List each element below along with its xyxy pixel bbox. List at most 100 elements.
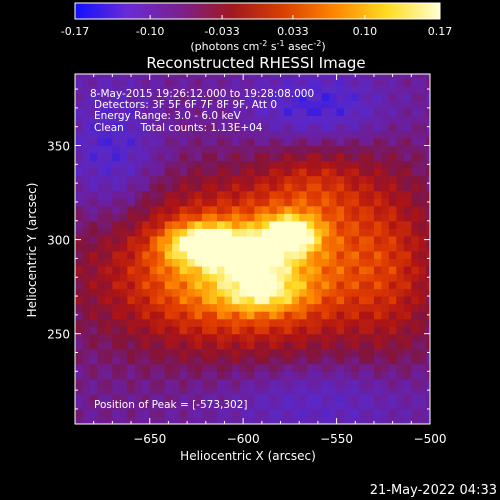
heatmap-pixel	[194, 183, 203, 192]
heatmap-pixel	[75, 168, 84, 177]
heatmap-pixel	[351, 378, 360, 387]
heatmap-pixel	[231, 213, 241, 222]
heatmap-pixel	[314, 190, 323, 199]
heatmap-pixel	[127, 378, 136, 387]
heatmap-pixel	[127, 183, 136, 192]
heatmap-pixel	[403, 220, 412, 229]
heatmap-pixel	[306, 243, 315, 252]
heatmap-pixel	[127, 288, 136, 297]
heatmap-pixel	[246, 280, 255, 290]
heatmap-pixel	[104, 235, 113, 244]
heatmap-pixel	[418, 92, 427, 101]
heatmap-pixel	[209, 175, 218, 184]
heatmap-pixel	[134, 74, 143, 79]
heatmap-pixel	[359, 416, 368, 424]
heatmap-pixel	[426, 326, 430, 335]
heatmap-pixel	[366, 235, 375, 244]
heatmap-pixel	[112, 386, 121, 395]
heatmap-pixel	[336, 198, 345, 207]
heatmap-pixel	[142, 228, 151, 237]
heatmap-pixel	[261, 92, 270, 101]
heatmap-pixel	[344, 356, 353, 365]
heatmap-pixel	[254, 168, 263, 177]
colorbar-tick-label: 0.10	[353, 25, 378, 38]
heatmap-pixel	[381, 130, 390, 139]
heatmap-pixel	[172, 220, 181, 229]
heatmap-pixel	[359, 235, 368, 244]
heatmap-pixel	[426, 107, 430, 116]
heatmap-pixel	[411, 183, 420, 192]
heatmap-pixel	[82, 115, 91, 124]
heatmap-pixel	[359, 318, 368, 327]
heatmap-pixel	[411, 250, 420, 260]
heatmap-pixel	[299, 235, 308, 244]
heatmap-pixel	[224, 85, 233, 94]
heatmap-pixel	[269, 265, 278, 275]
heatmap-pixel	[164, 280, 173, 290]
heatmap-pixel	[284, 183, 293, 192]
heatmap-pixel	[329, 326, 338, 335]
heatmap-pixel	[239, 296, 248, 305]
heatmap-pixel	[336, 371, 345, 380]
heatmap-pixel	[373, 393, 383, 403]
heatmap-pixel	[321, 228, 330, 237]
heatmap-pixel	[373, 326, 383, 335]
heatmap-pixel	[314, 220, 323, 229]
heatmap-pixel	[344, 74, 353, 79]
heatmap-pixel	[366, 115, 375, 124]
heatmap-pixel	[217, 183, 226, 192]
heatmap-pixel	[388, 168, 397, 177]
heatmap-pixel	[89, 318, 99, 327]
heatmap-pixel	[269, 145, 278, 154]
heatmap-pixel	[336, 130, 345, 139]
heatmap-pixel	[329, 408, 338, 418]
heatmap-pixel	[194, 122, 203, 132]
heatmap-pixel	[388, 198, 397, 207]
heatmap-pixel	[157, 213, 166, 222]
heatmap-pixel	[149, 356, 158, 365]
heatmap-pixel	[351, 416, 360, 424]
heatmap-pixel	[344, 280, 353, 290]
colorbar-tick-label: -0.10	[136, 25, 164, 38]
heatmap-pixel	[359, 250, 368, 260]
heatmap-pixel	[329, 401, 338, 410]
heatmap-pixel	[426, 258, 430, 267]
heatmap-pixel	[366, 401, 375, 410]
heatmap-pixel	[179, 198, 188, 207]
heatmap-pixel	[239, 280, 248, 290]
heatmap-pixel	[164, 213, 173, 222]
heatmap-pixel	[291, 213, 300, 222]
heatmap-pixel	[411, 85, 420, 94]
colorbar-tick-label: -0.17	[61, 25, 89, 38]
heatmap-pixel	[134, 122, 143, 132]
heatmap-pixel	[321, 371, 330, 380]
heatmap-pixel	[396, 213, 405, 222]
heatmap-pixel	[344, 92, 353, 101]
heatmap-pixel	[202, 85, 211, 94]
heatmap-pixel	[396, 77, 405, 86]
heatmap-pixel	[194, 85, 203, 94]
heatmap-pixel	[134, 356, 143, 365]
heatmap-pixel	[239, 168, 248, 177]
heatmap-pixel	[284, 107, 293, 116]
heatmap-pixel	[351, 115, 360, 124]
heatmap-pixel	[209, 74, 218, 79]
heatmap-pixel	[321, 220, 330, 229]
heatmap-pixel	[127, 137, 136, 147]
heatmap-pixel	[246, 243, 255, 252]
heatmap-pixel	[306, 205, 315, 214]
heatmap-pixel	[187, 100, 196, 109]
heatmap-pixel	[187, 153, 196, 162]
heatmap-pixel	[299, 348, 308, 357]
heatmap-pixel	[119, 77, 128, 86]
heatmap-pixel	[351, 235, 360, 244]
heatmap-pixel	[112, 228, 121, 237]
heatmap-pixel	[418, 175, 427, 184]
heatmap-pixel	[403, 386, 412, 395]
heatmap-pixel	[381, 115, 390, 124]
heatmap-pixel	[112, 168, 121, 177]
heatmap-pixel	[246, 408, 255, 418]
heatmap-pixel	[284, 153, 293, 162]
heatmap-pixel	[179, 311, 188, 320]
heatmap-pixel	[89, 115, 99, 124]
